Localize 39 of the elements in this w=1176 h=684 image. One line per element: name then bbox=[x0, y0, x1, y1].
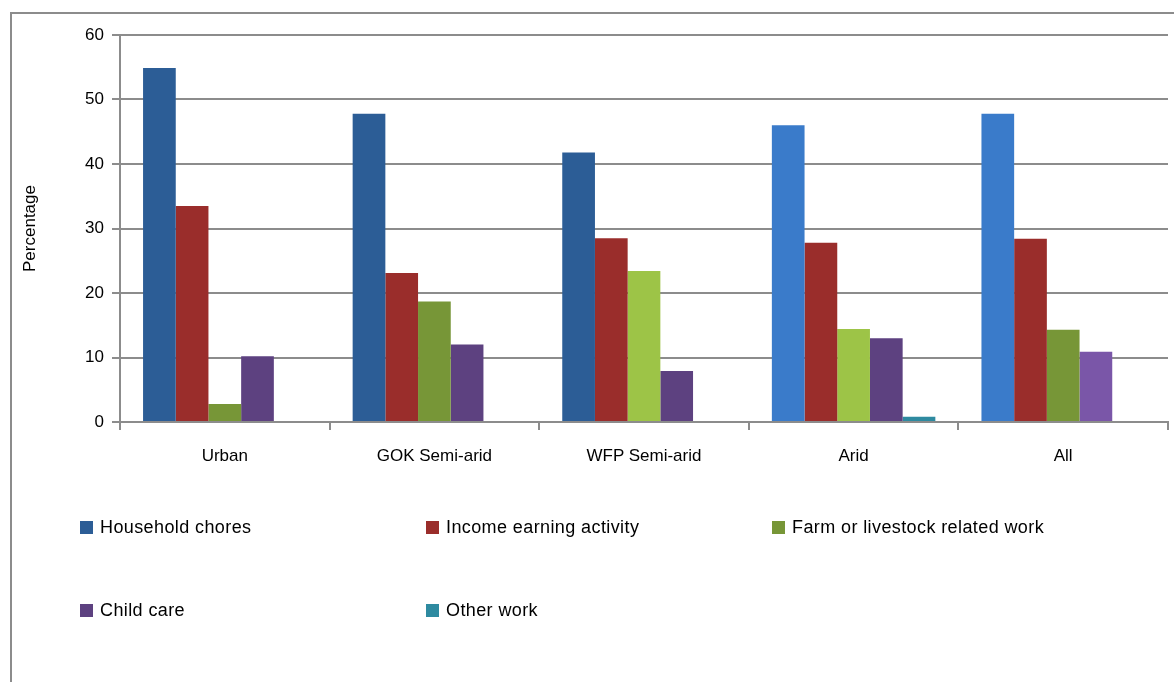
bar bbox=[869, 338, 903, 421]
bar bbox=[208, 403, 242, 421]
bar bbox=[804, 242, 838, 421]
bar bbox=[981, 113, 1015, 421]
x-tick-label: WFP Semi-arid bbox=[586, 445, 702, 465]
bar bbox=[837, 329, 870, 421]
bar bbox=[450, 344, 484, 421]
y-tick-label: 40 bbox=[85, 153, 104, 173]
bar bbox=[1079, 351, 1113, 421]
bar bbox=[902, 416, 936, 421]
bar bbox=[627, 271, 661, 421]
y-tick-label: 20 bbox=[85, 282, 104, 302]
bar bbox=[1046, 329, 1080, 421]
bar bbox=[385, 273, 419, 421]
legend-label: Income earning activity bbox=[446, 517, 640, 538]
bar bbox=[660, 371, 694, 421]
bar bbox=[143, 67, 176, 421]
bar bbox=[241, 356, 274, 421]
bar bbox=[352, 113, 386, 421]
bar bbox=[175, 205, 209, 421]
x-tick-label: All bbox=[1053, 445, 1073, 465]
bar bbox=[594, 238, 628, 421]
y-tick-label: 30 bbox=[85, 218, 104, 238]
legend-label: Other work bbox=[446, 600, 539, 621]
bar bbox=[562, 152, 595, 421]
x-tick-label: Arid bbox=[838, 445, 869, 465]
legend-label: Household chores bbox=[100, 517, 252, 538]
y-axis-title: Percentage bbox=[19, 185, 39, 272]
bar bbox=[418, 301, 451, 421]
y-tick-label: 0 bbox=[94, 411, 104, 431]
legend-label: Farm or livestock related work bbox=[792, 517, 1045, 538]
legend-label: Child care bbox=[100, 600, 186, 621]
x-tick-label: Urban bbox=[201, 445, 248, 465]
y-tick-label: 60 bbox=[85, 24, 104, 44]
y-tick-label: 10 bbox=[85, 347, 104, 367]
y-tick-label: 50 bbox=[85, 89, 104, 109]
bar bbox=[1014, 238, 1047, 421]
x-tick-label: GOK Semi-arid bbox=[376, 445, 493, 465]
bar bbox=[771, 125, 805, 421]
